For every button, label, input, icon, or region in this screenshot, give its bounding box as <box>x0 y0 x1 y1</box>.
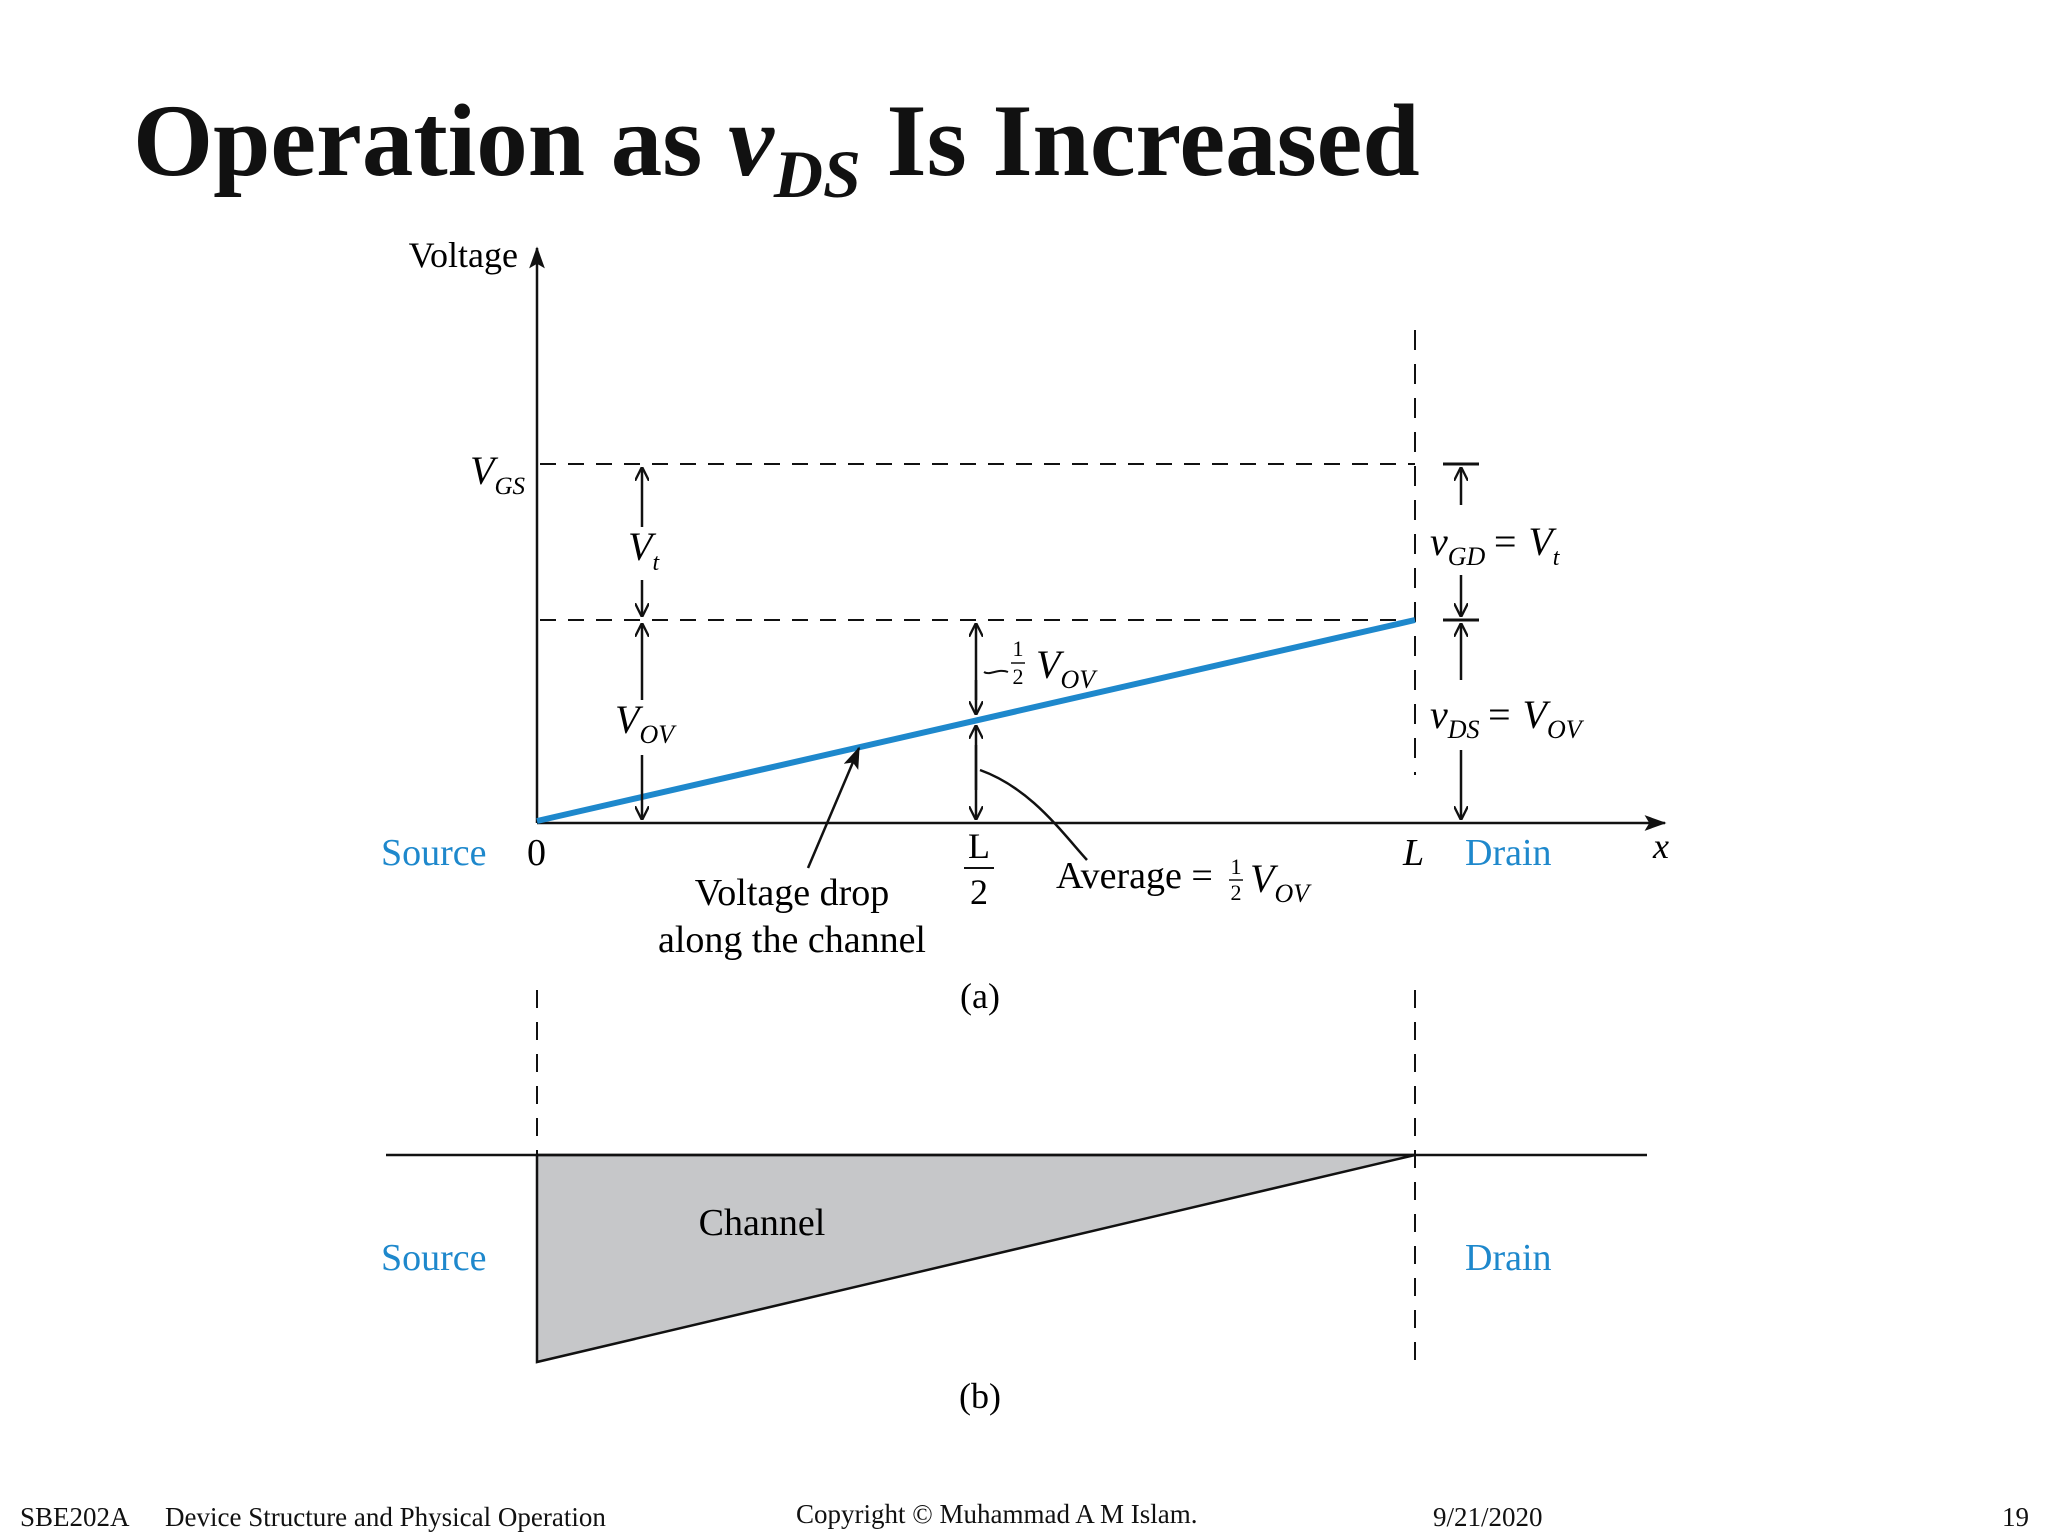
channel-voltage-line <box>536 617 1416 824</box>
footer-course: SBE202A <box>20 1502 130 1532</box>
svg-text:2: 2 <box>970 872 988 912</box>
vgd-label: vGD = Vt <box>1430 519 1561 571</box>
part-a-graph: Voltage x VGS Vt VOV 1 2 VOV <box>381 235 1669 1016</box>
x-axis-label: x <box>1652 826 1669 866</box>
drain-label-b: Drain <box>1465 1237 1552 1279</box>
footer-topic: Device Structure and Physical Operation <box>165 1502 606 1532</box>
end-length-label: L <box>1402 832 1424 874</box>
y-axis-label: Voltage <box>409 235 518 275</box>
drain-label-a: Drain <box>1465 832 1552 874</box>
svg-text:1: 1 <box>1013 636 1024 661</box>
average-leader <box>979 768 1088 861</box>
caption-a: (a) <box>960 976 1000 1016</box>
half-length-label: L 2 <box>964 826 994 912</box>
vov-label: VOV <box>615 697 677 749</box>
origin-label: 0 <box>527 832 546 874</box>
source-label-b: Source <box>381 1237 487 1279</box>
vds-label: vDS = VOV <box>1430 692 1585 744</box>
source-label-a: Source <box>381 832 487 874</box>
voltage-drop-leader <box>806 746 861 869</box>
half-vov-leader <box>983 669 1009 675</box>
svg-text:2: 2 <box>1231 880 1242 905</box>
vt-label: Vt <box>628 524 660 576</box>
slide-title: Operation as vDS Is Increased <box>133 84 1420 212</box>
vgs-label: VGS <box>470 448 525 500</box>
svg-text:VOV: VOV <box>1250 856 1312 908</box>
footer-copyright: Copyright © Muhammad A M Islam. <box>796 1499 1198 1529</box>
footer-page-number: 19 <box>2002 1502 2029 1532</box>
voltage-drop-label-2: along the channel <box>658 919 926 961</box>
svg-text:1: 1 <box>1231 854 1242 879</box>
caption-b: (b) <box>959 1376 1001 1416</box>
average-label: Average = 1 2 VOV <box>1056 854 1312 908</box>
svg-text:Average =: Average = <box>1056 855 1213 897</box>
voltage-drop-label-1: Voltage drop <box>695 872 890 914</box>
channel-shape <box>535 1153 1416 1364</box>
svg-text:VOV: VOV <box>1036 642 1098 694</box>
part-b-channel: Channel Source Drain (b) <box>381 990 1647 1416</box>
footer-date: 9/21/2020 <box>1433 1502 1543 1532</box>
svg-text:L: L <box>968 826 990 866</box>
svg-text:2: 2 <box>1013 664 1024 689</box>
half-vov-label: 1 2 VOV <box>1011 636 1098 694</box>
channel-label: Channel <box>699 1202 826 1244</box>
